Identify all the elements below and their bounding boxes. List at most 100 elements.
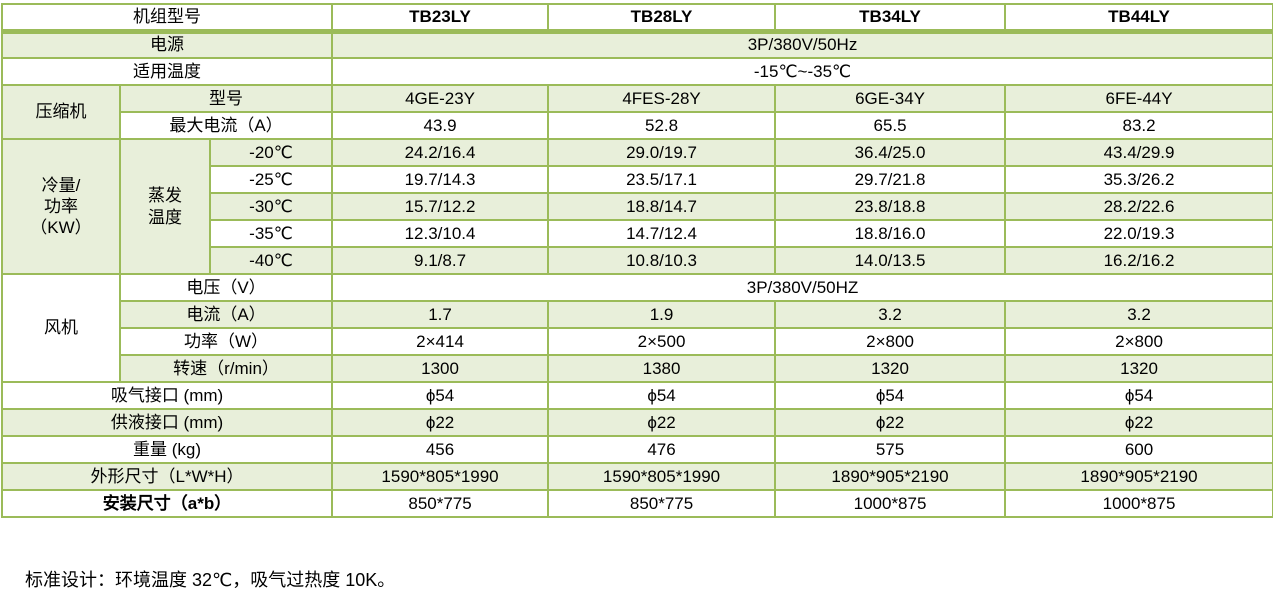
spec-cell: 3.2	[1004, 300, 1273, 329]
spec-cell: 1890*905*2190	[774, 462, 1007, 491]
row-label: 电流（A）	[118, 300, 334, 329]
row-label: 重量 (kg)	[0, 435, 334, 464]
spec-cell: 24.2/16.4	[331, 138, 550, 167]
spec-cell: 28.2/22.6	[1004, 192, 1273, 221]
row-label: 转速（r/min）	[118, 354, 334, 383]
spec-cell: 1.9	[547, 300, 777, 329]
spec-cell: 1890*905*2190	[1004, 462, 1273, 491]
spec-cell: 850*775	[547, 489, 777, 518]
spec-cell: ϕ54	[774, 381, 1007, 410]
power-row: 电源 3P/380V/50Hz	[0, 30, 1273, 59]
spec-cell: 575	[774, 435, 1007, 464]
section-label-fan: 风机	[1, 273, 121, 383]
header-row: 机组型号 TB23LY TB28LY TB34LY TB44LY	[0, 3, 1273, 34]
spec-cell: 6FE-44Y	[1004, 84, 1273, 113]
fan-current-row: 电流（A） 1.7 1.9 3.2 3.2	[2, 300, 1273, 329]
spec-cell: 16.2/16.2	[1004, 246, 1273, 275]
spec-cell: 22.0/19.3	[1004, 219, 1273, 248]
spec-cell: 1300	[331, 354, 550, 383]
weight-row: 重量 (kg) 456 476 575 600	[0, 435, 1273, 464]
spec-cell: 36.4/25.0	[774, 138, 1007, 167]
row-label: 安装尺寸（a*b）	[0, 489, 334, 518]
row-label: 吸气接口 (mm)	[0, 381, 334, 410]
spec-cell: 43.9	[331, 111, 550, 140]
capacity-row: -30℃ 15.7/12.2 18.8/14.7 23.8/18.8 28.2/…	[2, 192, 1273, 221]
spec-cell: 15.7/12.2	[331, 192, 550, 221]
spec-cell: 9.1/8.7	[331, 246, 550, 275]
spec-cell: 476	[547, 435, 777, 464]
spec-cell: 12.3/10.4	[331, 219, 550, 248]
spec-cell: 1380	[547, 354, 777, 383]
spec-cell: 1000*875	[1004, 489, 1273, 518]
spec-cell: ϕ54	[547, 381, 777, 410]
compressor-model-row: 压缩机 型号 4GE-23Y 4FES-28Y 6GE-34Y 6FE-44Y	[1, 84, 1273, 140]
install-row: 安装尺寸（a*b） 850*775 850*775 1000*875 1000*…	[0, 489, 1273, 518]
section-label-capacity: 冷量/ 功率 （KW）	[1, 138, 121, 275]
spec-cell: 600	[1004, 435, 1273, 464]
spec-cell: 1.7	[331, 300, 550, 329]
footnote: 标准设计：环境温度 32℃，吸气过热度 10K。	[25, 570, 396, 590]
spec-cell: 19.7/14.3	[331, 165, 550, 194]
spec-cell: ϕ22	[1004, 408, 1273, 437]
spec-cell: 23.5/17.1	[547, 165, 777, 194]
ambient-row: 适用温度 -15℃~-35℃	[0, 57, 1273, 86]
fan-speed-row: 转速（r/min） 1300 1380 1320 1320	[2, 354, 1273, 383]
liquid-row: 供液接口 (mm) ϕ22 ϕ22 ϕ22 ϕ22	[0, 408, 1273, 437]
fan-power-row: 功率（W） 2×414 2×500 2×800 2×800	[2, 327, 1273, 356]
spec-cell: 4FES-28Y	[547, 84, 777, 113]
spec-cell: 3.2	[774, 300, 1007, 329]
row-label: 最大电流（A）	[118, 111, 334, 140]
row-label: 供液接口 (mm)	[0, 408, 334, 437]
model-name: TB28LY	[547, 3, 777, 34]
ambient-value: -15℃~-35℃	[331, 57, 1273, 86]
capacity-row: -35℃ 12.3/10.4 14.7/12.4 18.8/16.0 22.0/…	[2, 219, 1273, 248]
spec-cell: ϕ54	[331, 381, 550, 410]
spec-cell: 850*775	[331, 489, 550, 518]
spec-cell: 1590*805*1990	[547, 462, 777, 491]
row-label: 功率（W）	[118, 327, 334, 356]
spec-cell: 4GE-23Y	[331, 84, 550, 113]
spec-cell: 18.8/16.0	[774, 219, 1007, 248]
spec-cell: 2×500	[547, 327, 777, 356]
spec-table: 机组型号 TB23LY TB28LY TB34LY TB44LY 电源 3P/3…	[0, 3, 1273, 518]
spec-cell: 10.8/10.3	[547, 246, 777, 275]
temp-label: -20℃	[208, 138, 334, 167]
spec-cell: 1000*875	[774, 489, 1007, 518]
spec-cell: 35.3/26.2	[1004, 165, 1273, 194]
row-label: 电压（V）	[118, 273, 334, 302]
spec-cell: ϕ22	[331, 408, 550, 437]
row-label: 适用温度	[0, 57, 334, 86]
spec-cell: ϕ54	[1004, 381, 1273, 410]
spec-cell: 1590*805*1990	[331, 462, 550, 491]
spec-cell: 29.7/21.8	[774, 165, 1007, 194]
temp-label: -40℃	[208, 246, 334, 275]
spec-cell: 456	[331, 435, 550, 464]
spec-cell: 2×800	[1004, 327, 1273, 356]
temp-label: -35℃	[208, 219, 334, 248]
row-label: 外形尺寸（L*W*H）	[0, 462, 334, 491]
spec-cell: ϕ22	[774, 408, 1007, 437]
evap-temp-label: 蒸发 温度	[119, 138, 211, 275]
spec-cell: 29.0/19.7	[547, 138, 777, 167]
row-label: 电源	[0, 30, 334, 59]
spec-cell: 1320	[1004, 354, 1273, 383]
model-name: TB23LY	[331, 3, 550, 34]
model-name: TB44LY	[1004, 3, 1273, 34]
power-value: 3P/380V/50Hz	[331, 30, 1273, 59]
spec-cell: 6GE-34Y	[774, 84, 1007, 113]
spec-cell: 1320	[774, 354, 1007, 383]
section-label-compressor: 压缩机	[1, 84, 121, 140]
model-name: TB34LY	[774, 3, 1007, 34]
capacity-row: -25℃ 19.7/14.3 23.5/17.1 29.7/21.8 35.3/…	[2, 165, 1273, 194]
temp-label: -30℃	[208, 192, 334, 221]
spec-cell: 14.7/12.4	[547, 219, 777, 248]
capacity-row: -40℃ 9.1/8.7 10.8/10.3 14.0/13.5 16.2/16…	[2, 246, 1273, 275]
row-label: 型号	[118, 84, 334, 113]
spec-cell: 14.0/13.5	[774, 246, 1007, 275]
compressor-current-row: 最大电流（A） 43.9 52.8 65.5 83.2	[2, 111, 1273, 140]
spec-cell: 18.8/14.7	[547, 192, 777, 221]
spec-cell: 23.8/18.8	[774, 192, 1007, 221]
capacity-row: 冷量/ 功率 （KW） 蒸发 温度 -20℃ 24.2/16.4 29.0/19…	[1, 138, 1273, 275]
spec-cell: ϕ22	[547, 408, 777, 437]
suction-row: 吸气接口 (mm) ϕ54 ϕ54 ϕ54 ϕ54	[0, 381, 1273, 410]
